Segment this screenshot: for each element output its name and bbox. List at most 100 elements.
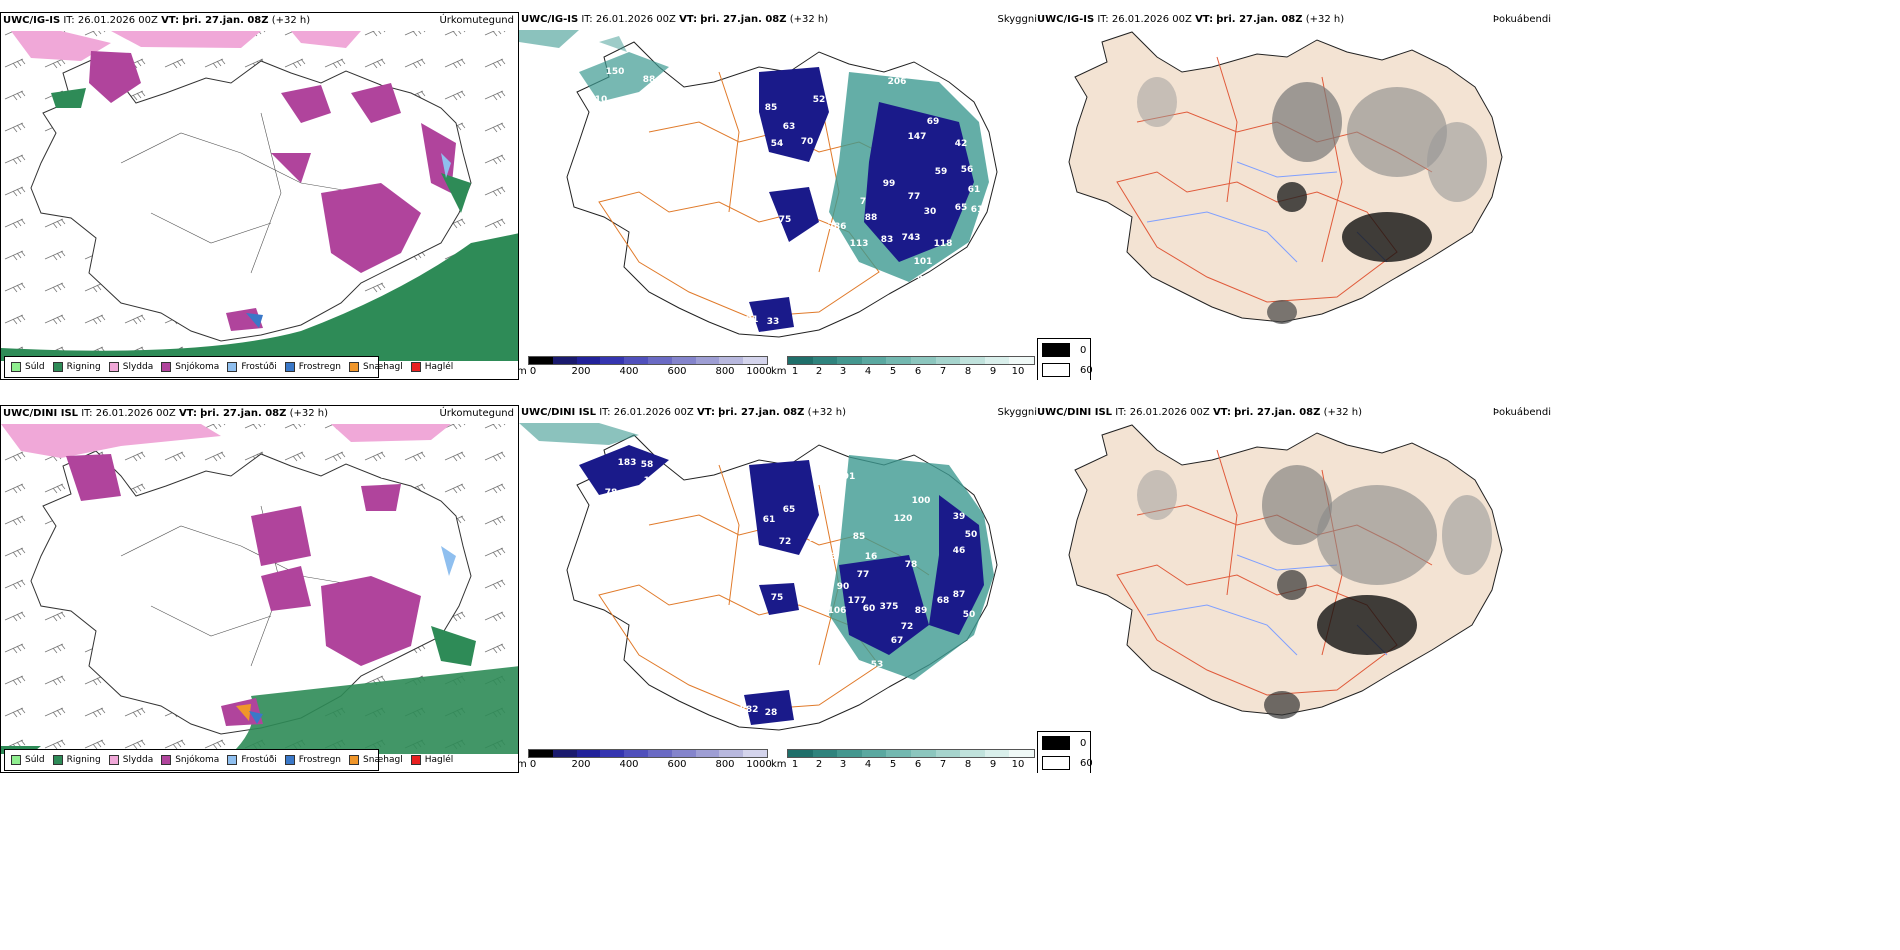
- terrain-scale-ticks: 0 200 400 600 800 1000: [529, 759, 772, 770]
- visibility-scale-ticks: 1 2 3 4 5 6 7 8 9 10: [791, 366, 1025, 377]
- visibility-scale-ticks: 1 2 3 4 5 6 7 8 9 10: [791, 759, 1025, 770]
- visibility-map: [519, 30, 998, 338]
- panel-title: UWC/IG-IS IT: 26.01.2026 00Z VT: þri. 27…: [3, 15, 311, 26]
- peak-label: 150: [605, 67, 625, 77]
- peak-label: 56: [960, 165, 974, 175]
- peak-label: 75: [778, 215, 792, 225]
- peak-label: 58: [640, 460, 654, 470]
- fog-panel-row2: UWC/DINI ISL IT: 26.01.2026 00Z VT: þri.…: [1037, 405, 1900, 773]
- legend-swatch: [11, 362, 21, 372]
- legend-item: Slydda: [108, 362, 153, 372]
- peak-label: 100: [911, 496, 931, 506]
- peak-label: 70: [800, 137, 814, 147]
- legend-swatch: [349, 362, 360, 372]
- peak-label: 66: [774, 161, 788, 171]
- peak-label: 93: [824, 552, 838, 562]
- legend-item: Haglél: [410, 362, 453, 372]
- fog-key: 0 60: [1037, 731, 1093, 773]
- legend-swatch: [52, 755, 63, 765]
- peak-label: 87: [952, 590, 966, 600]
- legend-swatch: [108, 755, 119, 765]
- panel-type-label: Þokuábendi: [1492, 407, 1551, 418]
- peak-label: 99: [882, 179, 896, 189]
- visibility-scale-bar: [787, 356, 1035, 365]
- peak-label: 125: [643, 476, 663, 486]
- peak-label: 72: [900, 622, 914, 632]
- panel-type-label: Úrkomutegund: [439, 408, 514, 419]
- visibility-scale: km 1 2 3 4 5 6 7 8 9 10: [771, 356, 1037, 380]
- peak-label: 42: [954, 139, 968, 149]
- peak-label: 183: [617, 458, 637, 468]
- peak-label: 39: [870, 305, 884, 315]
- precip-legend: Súld Rigning Slydda Snjókoma Frostúði Fr…: [4, 356, 453, 378]
- peak-label: 77: [856, 570, 870, 580]
- precip-legend: Súld Rigning Slydda Snjókoma Frostúði Fr…: [4, 749, 453, 771]
- peak-label: 206: [887, 77, 907, 87]
- peak-label: 46: [952, 546, 966, 556]
- peak-label: 77: [907, 192, 921, 202]
- peak-label: 101: [913, 257, 933, 267]
- peak-label: 30: [923, 207, 937, 217]
- legend-item: Snjókoma: [161, 362, 219, 372]
- peak-label: 60: [862, 604, 876, 614]
- legend-item: Snæhagl: [349, 755, 403, 765]
- panel-type-label: Þokuábendi: [1492, 14, 1551, 25]
- terrain-scale: m 0 200 400 600 800 1000: [519, 749, 772, 773]
- peak-label: 113: [849, 239, 869, 249]
- legend-item: Súld: [11, 362, 45, 372]
- legend-swatch: [227, 755, 238, 765]
- peak-label: 67: [890, 636, 904, 646]
- peak-label: 121: [739, 315, 759, 325]
- peak-label: 177: [847, 596, 867, 606]
- panel-title: UWC/DINI ISL IT: 26.01.2026 00Z VT: þri.…: [521, 407, 847, 418]
- peak-label: 120: [893, 514, 913, 524]
- peak-label: 106: [827, 606, 847, 616]
- peak-label: 94: [802, 165, 816, 175]
- legend-item: Frostúði: [227, 755, 277, 765]
- peak-label: 99: [808, 183, 822, 193]
- peak-label: 61: [970, 205, 984, 215]
- peak-label: 61: [814, 490, 828, 500]
- legend-item: Slydda: [108, 755, 153, 765]
- precip-type-panel-row1: UWC/IG-IS IT: 26.01.2026 00Z VT: þri. 27…: [0, 12, 519, 380]
- peak-label: 61: [967, 185, 981, 195]
- legend-swatch: [161, 755, 172, 765]
- panel-title: UWC/DINI ISL IT: 26.01.2026 00Z VT: þri.…: [1037, 407, 1363, 418]
- peak-label: 147: [907, 132, 927, 142]
- peak-label: 16: [864, 552, 878, 562]
- peak-label: 51: [602, 117, 616, 127]
- peak-label: 7: [859, 197, 867, 207]
- legend-item: Rigning: [52, 362, 101, 372]
- peak-label: 882: [739, 705, 759, 715]
- peak-label: 72: [778, 537, 792, 547]
- peak-label: 375: [879, 602, 899, 612]
- peak-label: 116: [607, 500, 627, 510]
- peak-label: 61: [762, 515, 776, 525]
- peak-label: 286: [827, 222, 847, 232]
- legend-item: Frostregn: [284, 755, 341, 765]
- peak-label: 69: [926, 117, 940, 127]
- peak-label: 59: [934, 167, 948, 177]
- peak-label: 91: [842, 472, 856, 482]
- peak-label: 88: [642, 75, 656, 85]
- peak-label: 88: [640, 510, 654, 520]
- peak-label: 85: [764, 103, 778, 113]
- peak-label: 743: [901, 233, 921, 243]
- terrain-scale-bar: [528, 356, 768, 365]
- panel-title: UWC/IG-IS IT: 26.01.2026 00Z VT: þri. 27…: [1037, 14, 1345, 25]
- panel-type-label: Úrkomutegund: [439, 15, 514, 26]
- peak-label: 52: [812, 95, 826, 105]
- peak-label: 78: [904, 560, 918, 570]
- fog-panel-row1: UWC/IG-IS IT: 26.01.2026 00Z VT: þri. 27…: [1037, 12, 1900, 380]
- terrain-scale: m 0 200 400 600 800 1000: [519, 356, 772, 380]
- fog-map: [1068, 424, 1503, 719]
- peak-label: 54: [770, 139, 784, 149]
- legend-item: Súld: [11, 755, 45, 765]
- peak-label: 39: [952, 512, 966, 522]
- legend-item: Frostregn: [284, 362, 341, 372]
- peak-label: 85: [852, 532, 866, 542]
- legend-item: Snjókoma: [161, 755, 219, 765]
- legend-swatch: [161, 362, 172, 372]
- peak-label: 83: [880, 235, 894, 245]
- precip-map: [1, 31, 518, 361]
